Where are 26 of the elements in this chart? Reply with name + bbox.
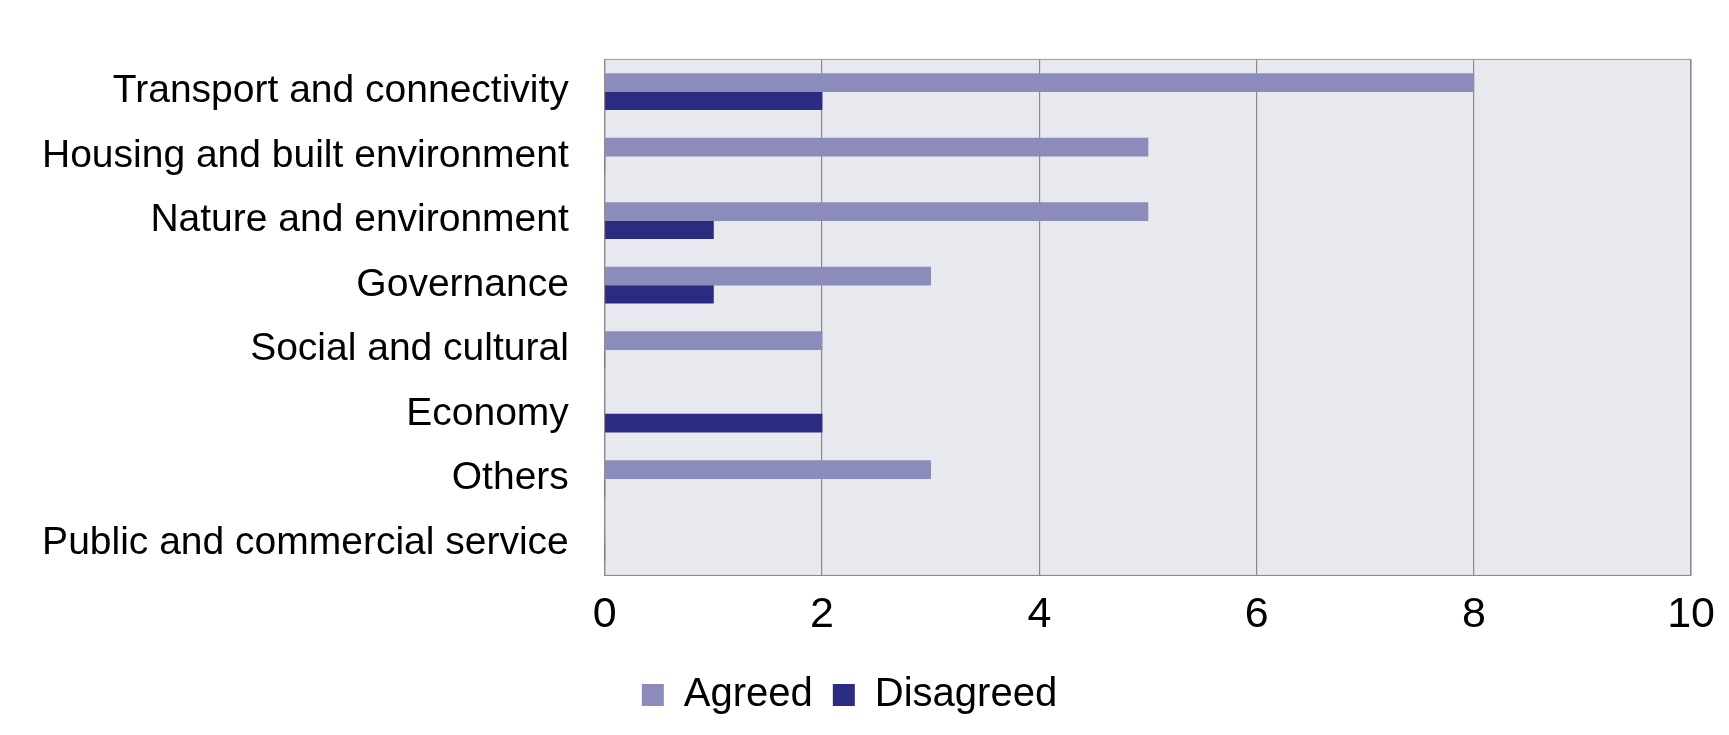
bar xyxy=(605,266,932,286)
bar xyxy=(605,73,1475,92)
x-tick-label: 0 xyxy=(592,588,617,637)
bar xyxy=(605,91,823,110)
bar xyxy=(605,331,823,350)
x-tick-label: 6 xyxy=(1244,588,1269,637)
x-tick-label: 10 xyxy=(1667,588,1716,637)
x-tick-label: 8 xyxy=(1461,588,1486,637)
y-tick-label: Public and commercial service xyxy=(42,518,569,562)
y-tick-label: Governance xyxy=(356,260,569,304)
legend-label: Agreed xyxy=(683,670,813,715)
x-tick-label: 4 xyxy=(1027,588,1052,637)
y-tick-label: Economy xyxy=(406,389,570,433)
y-tick-label: Social and cultural xyxy=(250,325,569,369)
bar xyxy=(605,137,1149,157)
bar xyxy=(605,202,1149,221)
bar xyxy=(605,284,714,304)
bar xyxy=(605,220,714,239)
y-tick-label: Others xyxy=(451,454,569,498)
bar xyxy=(605,460,932,479)
legend-label: Disagreed xyxy=(874,670,1058,715)
y-tick-label: Transport and connectivity xyxy=(112,67,570,111)
bar xyxy=(605,413,823,433)
y-tick-label: Nature and environment xyxy=(150,196,569,240)
y-tick-label: Housing and built environment xyxy=(42,131,569,175)
x-tick-label: 2 xyxy=(810,588,835,637)
